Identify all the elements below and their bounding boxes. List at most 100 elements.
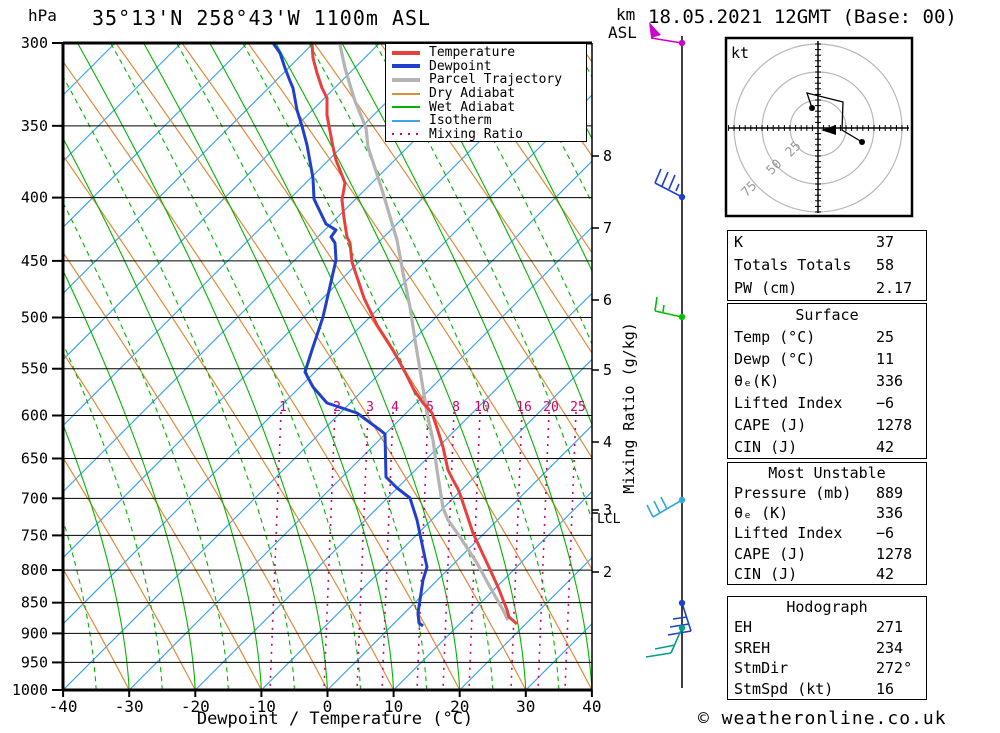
stats-table-row: Totals Totals 58 — [728, 254, 926, 277]
sounding-curves — [271, 43, 518, 628]
stat-label: EH — [734, 618, 753, 637]
wind-barb — [646, 496, 686, 518]
stat-label: StmDir — [734, 659, 789, 678]
legend-line-swatch — [392, 50, 420, 55]
mixing-ratio-value-label: 5 — [426, 400, 434, 415]
wind-barb — [649, 22, 686, 47]
stat-value: 336 — [876, 504, 904, 523]
km-tick-label: 8 — [603, 147, 612, 165]
pressure-tick-label: 400 — [21, 189, 48, 207]
stats-table-row: θₑ(K) 336 — [728, 370, 926, 392]
wind-barb — [645, 624, 686, 658]
stat-label: Totals Totals — [734, 256, 852, 274]
stat-value: 16 — [876, 679, 895, 698]
km-axis: 8 7 6 5 4 3 2 — [592, 147, 612, 581]
stats-table-row: EH 271 — [728, 617, 926, 637]
legend-item: Mixing Ratio — [392, 126, 586, 142]
legend-item-label: Temperature — [429, 45, 516, 61]
pressure-tick-label: 350 — [21, 117, 48, 135]
stat-value: 234 — [876, 638, 904, 657]
stats-table-title: Hodograph — [786, 598, 868, 616]
stat-label: Pressure (mb) — [734, 484, 852, 503]
temperature-curve — [310, 43, 518, 626]
legend-item: Temperature — [392, 45, 586, 61]
station-title: 35°13'N 258°43'W 1100m ASL — [92, 6, 432, 30]
pressure-tick-label: 600 — [21, 406, 48, 424]
stats-table-row: Lifted Index −6 — [728, 392, 926, 414]
legend-item-label: Dry Adiabat — [429, 86, 516, 102]
stats-table-row: StmDir 272° — [728, 658, 926, 678]
wind-barb-staff — [645, 22, 692, 688]
stat-label: θₑ (K) — [734, 504, 789, 523]
stat-value: 42 — [876, 564, 895, 583]
legend-item-label: Isotherm — [429, 113, 492, 129]
stat-value: 272° — [876, 659, 913, 678]
stat-label: K — [734, 233, 744, 251]
mixing-ratio-value-label: 3 — [366, 400, 374, 415]
temp-tick-label: 30 — [516, 697, 535, 716]
pressure-tick-label: 950 — [21, 653, 48, 671]
stats-table-title: Surface — [795, 306, 859, 324]
stat-value: 889 — [876, 484, 904, 503]
stat-value: 271 — [876, 618, 904, 637]
legend-item: Dry Adiabat — [392, 86, 586, 102]
legend-item: Isotherm — [392, 113, 586, 129]
mixing-ratio-value-label: 1 — [279, 400, 287, 415]
stat-value: 2.17 — [876, 279, 913, 297]
legend-item-label: Mixing Ratio — [429, 126, 523, 142]
mixing-ratio-value-label: 4 — [391, 400, 399, 415]
legend-line-swatch — [392, 133, 420, 136]
lcl-label: LCL — [597, 512, 621, 527]
temp-tick-label: 20 — [450, 697, 469, 716]
pressure-tick-label: 900 — [21, 624, 48, 642]
stat-value: 25 — [876, 328, 895, 346]
stats-table-row: CAPE (J) 1278 — [728, 414, 926, 436]
km-tick-label: 7 — [603, 219, 612, 237]
pressure-tick-label: 500 — [21, 309, 48, 327]
hodograph-trace — [806, 92, 863, 143]
stat-label: Lifted Index — [734, 394, 843, 412]
stats-table-row: K 37 — [728, 231, 926, 254]
temp-tick-label: -20 — [181, 697, 210, 716]
pressure-tick-label: 550 — [21, 360, 48, 378]
temp-tick-label: 40 — [582, 697, 601, 716]
temp-tick-label: 0 — [323, 697, 333, 716]
mixing-ratio-value-label: 20 — [543, 400, 559, 415]
km-tick-label: 2 — [603, 563, 612, 581]
altitude-unit-km-label: km — [616, 5, 636, 24]
background-lines — [63, 43, 592, 690]
legend-item: Wet Adiabat — [392, 99, 586, 115]
legend-line-swatch — [392, 77, 420, 82]
stats-table-row: StmSpd (kt) 16 — [728, 679, 926, 699]
stats-table: Surface Temp (°C) 25 Dewp (°C) 11 θₑ(K) 336 Lif… — [727, 303, 927, 459]
stats-table-row: Lifted Index −6 — [728, 523, 926, 543]
hodograph-unit-label: kt — [731, 44, 750, 62]
stat-label: CAPE (J) — [734, 544, 807, 563]
temp-tick-label: -30 — [115, 697, 144, 716]
temp-tick-label: -40 — [49, 697, 78, 716]
pressure-tick-label: 450 — [21, 252, 48, 270]
pressure-tick-label: 750 — [21, 526, 48, 544]
storm-motion-arrow — [821, 125, 836, 135]
stat-label: Lifted Index — [734, 524, 843, 543]
stats-table-row: θₑ (K) 336 — [728, 503, 926, 523]
mixing-ratio-value-label: 25 — [570, 400, 586, 415]
stat-label: θₑ(K) — [734, 372, 780, 390]
mixing-ratio-value-label: 16 — [516, 400, 532, 415]
temp-tick-label: 10 — [384, 697, 403, 716]
stats-table: K 37 Totals Totals 58 PW (cm) 2.17 — [727, 230, 927, 301]
stats-table-row: CIN (J) 42 — [728, 564, 926, 584]
pressure-tick-label: 800 — [21, 561, 48, 579]
stat-value: 42 — [876, 438, 895, 456]
stats-table-row: SREH 234 — [728, 638, 926, 658]
stats-table-row: PW (cm) 2.17 — [728, 277, 926, 300]
legend-item-label: Wet Adiabat — [429, 99, 516, 115]
mixing-ratio-value-label: 10 — [474, 400, 490, 415]
temp-tick-label: -10 — [247, 697, 276, 716]
legend-line-swatch — [392, 106, 420, 109]
km-tick-label: 4 — [603, 433, 612, 451]
legend-item-label: Parcel Trajectory — [429, 72, 563, 88]
